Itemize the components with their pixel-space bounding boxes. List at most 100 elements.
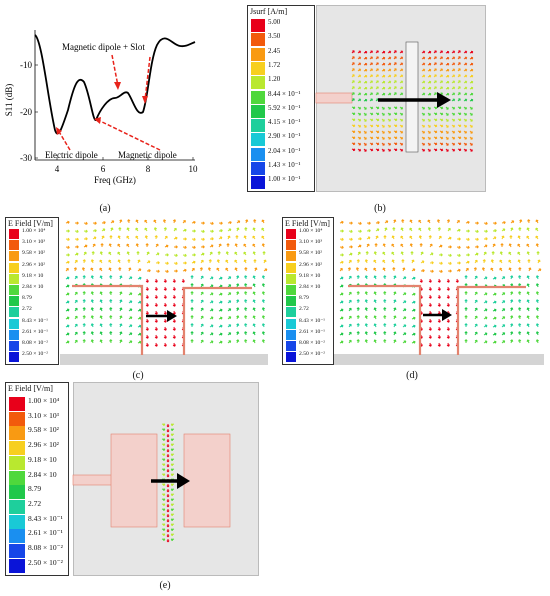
field-arrow — [456, 261, 461, 265]
field-arrow — [82, 275, 86, 280]
field-arrow — [182, 253, 187, 257]
slot-arrow — [166, 423, 170, 428]
current-arrow — [351, 62, 355, 66]
current-arrow — [381, 50, 386, 54]
current-arrow — [463, 86, 468, 90]
field-arrow — [252, 291, 256, 296]
current-arrow — [433, 50, 437, 54]
field-arrow — [200, 252, 205, 256]
field-arrow — [446, 219, 451, 224]
field-arrow — [428, 278, 432, 283]
field-arrow — [154, 235, 158, 240]
field-arrow — [356, 339, 360, 344]
field-arrow — [126, 251, 130, 256]
field-arrow — [182, 219, 186, 224]
current-arrow — [433, 118, 438, 122]
current-arrow — [463, 50, 468, 54]
field-arrow — [429, 261, 434, 265]
field-arrow — [74, 229, 79, 233]
current-arrow — [351, 124, 356, 128]
field-arrow — [492, 243, 496, 248]
current-arrow — [351, 80, 355, 84]
field-arrow — [437, 334, 441, 339]
field-arrow — [83, 251, 87, 256]
current-arrow — [463, 118, 467, 122]
field-arrow — [81, 267, 86, 272]
field-arrow — [99, 331, 103, 336]
field-arrow — [518, 323, 522, 328]
current-arrow — [421, 80, 426, 84]
field-arrow — [456, 219, 460, 224]
direction-arrow-c — [146, 310, 177, 322]
current-arrow — [387, 50, 392, 54]
slot-arrow — [166, 503, 170, 508]
efield-top-e — [72, 423, 231, 543]
field-arrow — [145, 310, 149, 315]
field-arrow — [200, 221, 205, 225]
legend-swatch — [9, 529, 25, 544]
legend-value: 9.18 × 10 — [28, 454, 57, 464]
legend-value: 8.44 × 10⁻¹ — [268, 89, 301, 98]
field-arrow — [446, 278, 450, 283]
field-arrow — [128, 276, 133, 280]
field-arrow — [65, 332, 70, 336]
field-arrow — [200, 331, 204, 336]
legend-swatch — [251, 76, 265, 90]
current-arrow — [427, 118, 431, 122]
current-arrow — [469, 50, 474, 54]
field-arrow — [163, 227, 167, 232]
current-arrow — [439, 56, 443, 60]
current-arrow — [357, 106, 362, 110]
legend-swatch — [286, 329, 296, 340]
slot-arrow — [161, 438, 166, 441]
slot-arrow — [166, 428, 170, 433]
current-arrow — [351, 142, 356, 146]
field-arrow — [402, 324, 407, 328]
current-arrow — [427, 86, 432, 90]
field-arrow — [348, 259, 352, 264]
current-arrow — [393, 124, 398, 128]
field-arrow — [510, 299, 514, 304]
current-arrow — [427, 50, 432, 54]
slot-arrow — [166, 448, 170, 453]
field-arrow — [137, 308, 142, 312]
field-arrow — [402, 340, 407, 344]
field-arrow — [373, 339, 377, 344]
field-arrow — [261, 275, 265, 280]
field-arrow — [65, 267, 69, 272]
slot-arrow — [170, 483, 175, 486]
field-arrow — [428, 342, 432, 347]
current-arrow — [469, 118, 473, 122]
current-arrow — [369, 148, 374, 152]
field-arrow — [501, 228, 506, 232]
panel-label-a: (a) — [99, 203, 111, 214]
field-arrow — [339, 229, 344, 233]
field-arrow — [101, 235, 105, 240]
field-arrow — [437, 342, 441, 347]
field-arrow — [261, 339, 265, 344]
field-arrow — [74, 331, 78, 336]
field-arrow — [400, 251, 404, 256]
field-arrow — [135, 243, 139, 248]
current-field-b — [315, 41, 474, 153]
field-arrow — [145, 334, 149, 339]
field-arrow — [510, 307, 514, 312]
field-arrow — [474, 291, 478, 296]
field-arrow — [411, 308, 416, 312]
legend-swatch — [9, 397, 25, 411]
current-arrow — [445, 130, 449, 134]
field-arrow — [244, 331, 248, 336]
field-arrow — [155, 261, 160, 265]
field-arrow — [163, 294, 167, 299]
field-arrow — [492, 292, 497, 296]
field-arrow — [218, 229, 223, 233]
field-arrow — [348, 229, 353, 233]
field-arrow — [118, 227, 122, 232]
current-arrow — [445, 92, 450, 96]
field-arrow — [364, 259, 368, 264]
field-arrow — [153, 219, 157, 224]
field-arrow — [252, 235, 256, 240]
patch-left-e — [110, 433, 158, 528]
current-arrow — [457, 124, 462, 128]
current-arrow — [439, 106, 444, 110]
